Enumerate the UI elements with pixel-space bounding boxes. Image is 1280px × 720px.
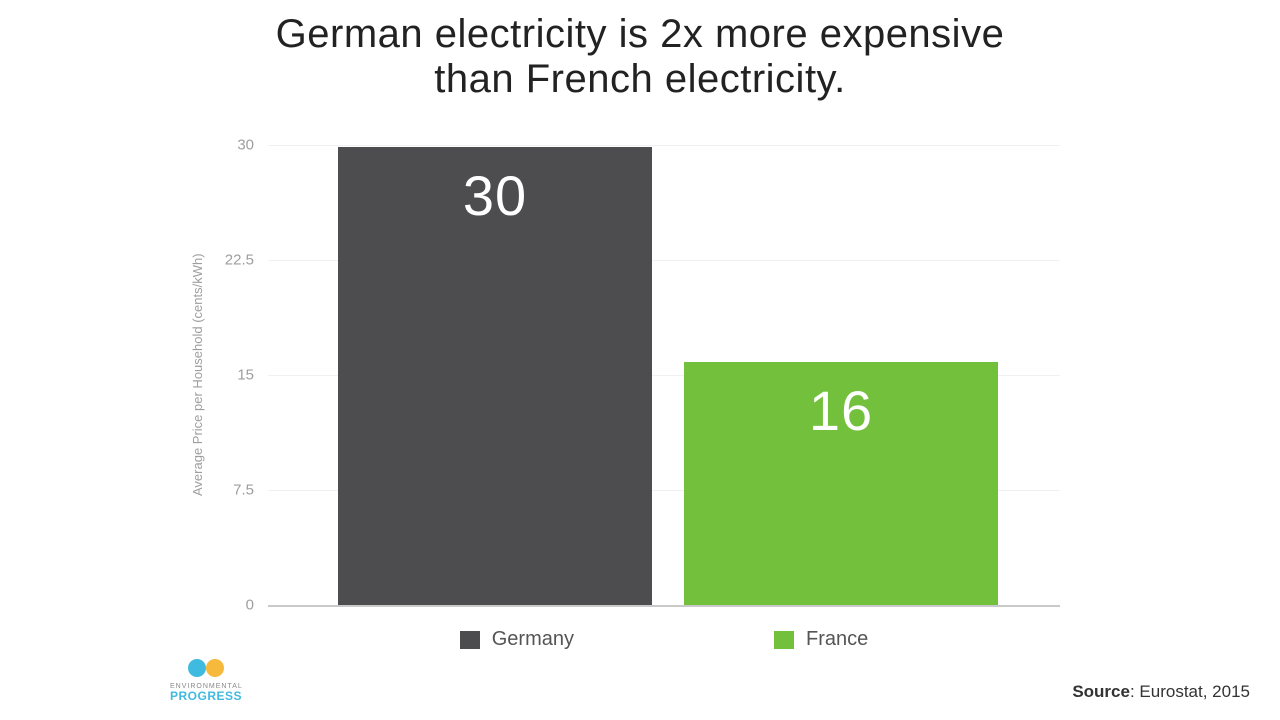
chart-title: German electricity is 2x more expensive … <box>0 12 1280 102</box>
legend-item-germany: Germany <box>460 628 574 651</box>
publisher-logo: ENVIRONMENTAL PROGRESS <box>170 657 243 702</box>
chart-title-line1: German electricity is 2x more expensive <box>0 12 1280 57</box>
legend: Germany France <box>268 628 1060 651</box>
y-tick-label: 22.5 <box>225 252 254 269</box>
legend-swatch <box>774 631 794 649</box>
logo-line2: PROGRESS <box>170 689 242 703</box>
y-tick-label: 0 <box>246 597 254 614</box>
source-separator: : <box>1130 682 1139 701</box>
bar-value-label: 16 <box>684 362 998 443</box>
legend-item-france: France <box>774 628 868 651</box>
bar-value-label: 30 <box>338 147 652 228</box>
bar-germany: 30 <box>338 147 652 607</box>
legend-label: France <box>806 628 868 651</box>
y-tick-label: 7.5 <box>233 482 254 499</box>
legend-swatch <box>460 631 480 649</box>
x-axis-line <box>268 605 1060 607</box>
logo-text: ENVIRONMENTAL PROGRESS <box>170 683 243 702</box>
source-text: Eurostat, 2015 <box>1139 682 1250 701</box>
gridline <box>268 145 1060 146</box>
bar-chart: 30 22.5 15 7.5 0 30 16 <box>268 145 1060 607</box>
chart-title-line2: than French electricity. <box>0 57 1280 102</box>
y-tick-label: 15 <box>237 367 254 384</box>
logo-icon <box>188 657 224 679</box>
source-credit: Source: Eurostat, 2015 <box>1072 682 1250 702</box>
y-tick-label: 30 <box>237 137 254 154</box>
y-axis-label: Average Price per Household (cents/kWh) <box>190 200 205 550</box>
bar-france: 16 <box>684 362 998 607</box>
source-label: Source <box>1072 682 1130 701</box>
legend-label: Germany <box>492 628 574 651</box>
